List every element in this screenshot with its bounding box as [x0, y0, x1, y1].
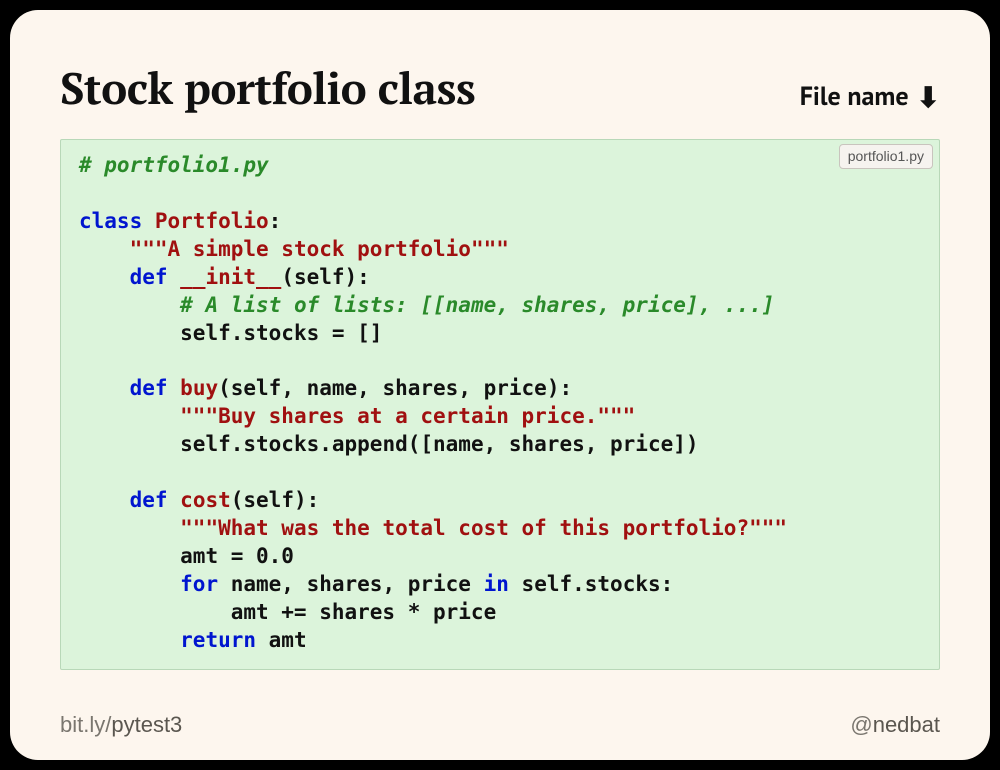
footer-left: bit.ly/pytest3: [60, 712, 182, 738]
header-row: Stock portfolio class File name ⬇︎: [60, 58, 940, 117]
footer-right-bold: nedbat: [873, 712, 940, 737]
code-func: __init__: [180, 265, 281, 289]
code-comment: # A list of lists: [[name, shares, price…: [180, 293, 774, 317]
footer: bit.ly/pytest3 @nedbat: [60, 712, 940, 738]
code-keyword: def: [130, 265, 168, 289]
code-line: amt: [256, 628, 307, 652]
code-docstring: """A simple stock portfolio""": [130, 237, 509, 261]
code-block: portfolio1.py # portfolio1.py class Port…: [60, 139, 940, 670]
code-line: self.stocks:: [509, 572, 673, 596]
code-docstring: """What was the total cost of this portf…: [180, 516, 787, 540]
slide-title: Stock portfolio class: [60, 58, 475, 117]
code-keyword: class: [79, 209, 142, 233]
arrow-down-icon: ⬇︎: [917, 83, 940, 111]
code-keyword: in: [484, 572, 509, 596]
code-line: self.stocks = []: [180, 321, 382, 345]
code-keyword: return: [180, 628, 256, 652]
code-params: (self, name, shares, price):: [218, 376, 572, 400]
code-params: (self):: [281, 265, 370, 289]
code-keyword: for: [180, 572, 218, 596]
file-name-text: File name: [800, 80, 909, 113]
code-pre: # portfolio1.py class Portfolio: """A si…: [79, 152, 921, 655]
code-line: amt += shares * price: [231, 600, 497, 624]
footer-left-prefix: bit.ly/: [60, 712, 111, 737]
footer-right: @nedbat: [850, 712, 940, 738]
code-line: name, shares, price: [218, 572, 484, 596]
code-keyword: def: [130, 488, 168, 512]
slide-card: Stock portfolio class File name ⬇︎ portf…: [10, 10, 990, 760]
code-func: buy: [180, 376, 218, 400]
code-line: self.stocks.append([name, shares, price]…: [180, 432, 698, 456]
code-docstring: """Buy shares at a certain price.""": [180, 404, 635, 428]
footer-left-bold: pytest3: [111, 712, 182, 737]
footer-right-prefix: @: [850, 712, 872, 737]
code-keyword: def: [130, 376, 168, 400]
code-func: cost: [180, 488, 231, 512]
code-line: amt = 0.0: [180, 544, 294, 568]
code-classname: Portfolio: [155, 209, 269, 233]
file-name-label: File name ⬇︎: [800, 80, 940, 117]
file-tab: portfolio1.py: [839, 144, 933, 169]
code-params: (self):: [231, 488, 320, 512]
code-comment: # portfolio1.py: [79, 153, 269, 177]
